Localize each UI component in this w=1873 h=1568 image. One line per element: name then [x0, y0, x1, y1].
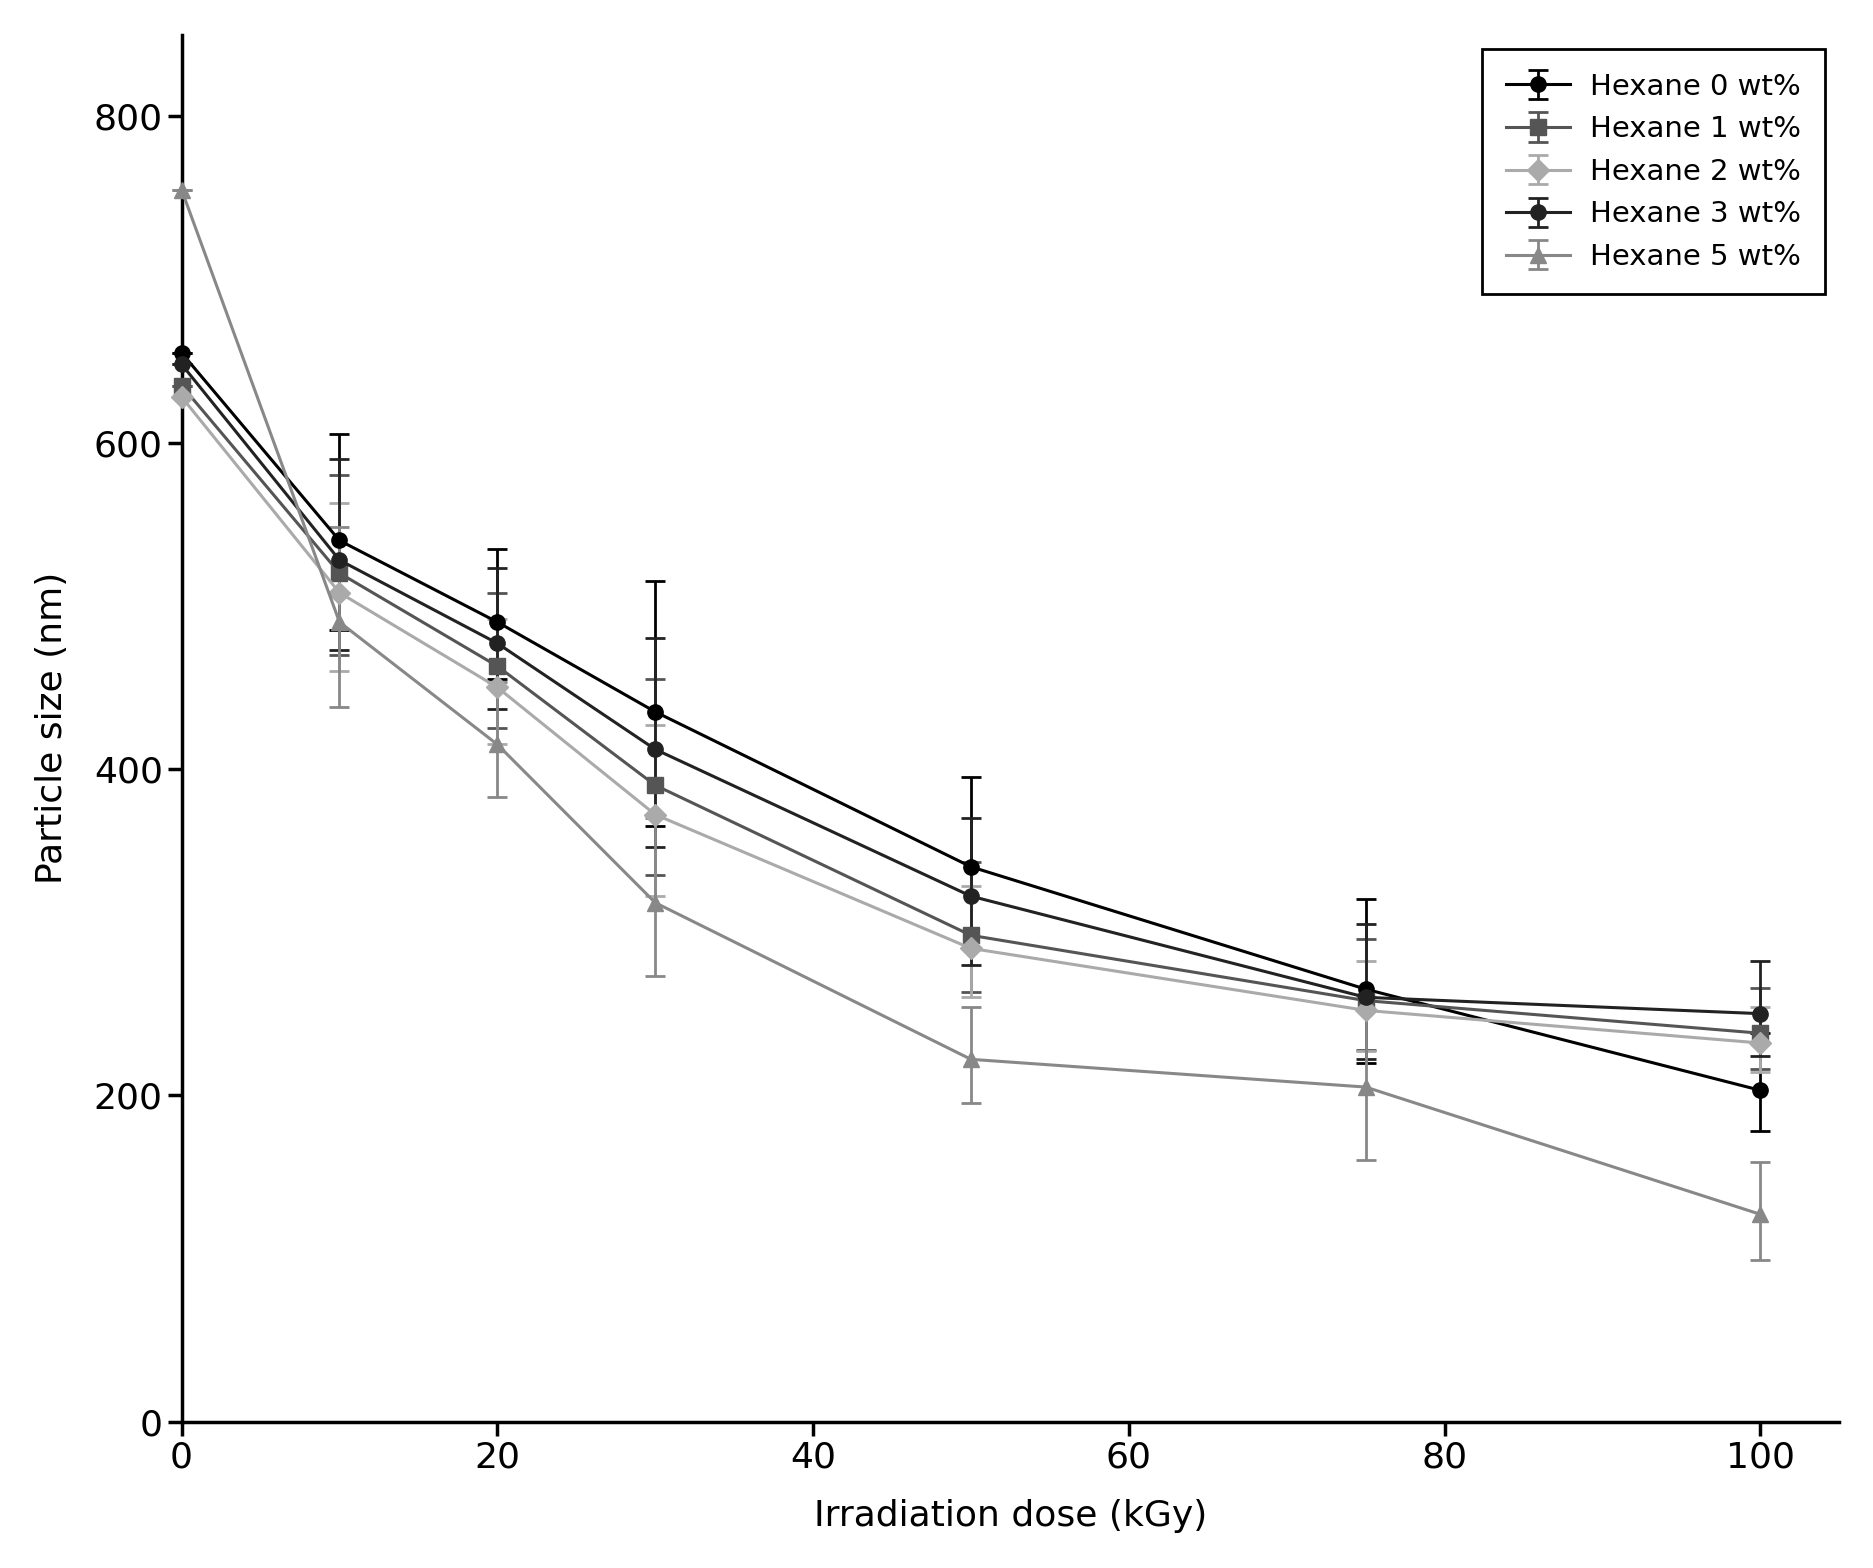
- Legend: Hexane 0 wt%, Hexane 1 wt%, Hexane 2 wt%, Hexane 3 wt%, Hexane 5 wt%: Hexane 0 wt%, Hexane 1 wt%, Hexane 2 wt%…: [1482, 49, 1824, 295]
- Y-axis label: Particle size (nm): Particle size (nm): [36, 572, 69, 884]
- X-axis label: Irradiation dose (kGy): Irradiation dose (kGy): [813, 1499, 1206, 1534]
